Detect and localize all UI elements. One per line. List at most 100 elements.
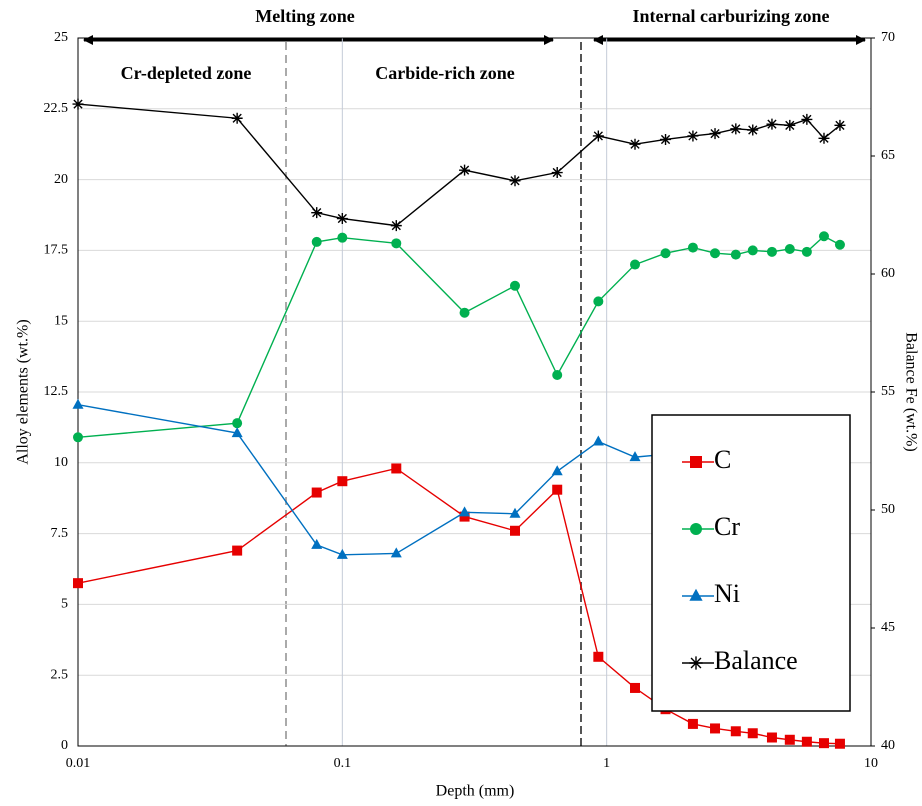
y2-tick-label: 55 xyxy=(881,384,895,399)
marker xyxy=(593,651,604,662)
y-tick-label: 12.5 xyxy=(44,384,69,399)
marker xyxy=(72,98,84,110)
marker xyxy=(592,435,604,446)
marker xyxy=(509,175,521,187)
marker xyxy=(390,220,402,232)
marker xyxy=(231,112,243,124)
annotation: Melting zone xyxy=(255,6,354,26)
marker xyxy=(766,246,777,257)
x-axis-label: Depth (mm) xyxy=(436,783,515,800)
marker xyxy=(710,723,721,734)
marker xyxy=(687,718,698,729)
marker xyxy=(629,451,641,462)
marker xyxy=(709,128,721,140)
marker xyxy=(311,538,323,549)
y-tick-label: 5 xyxy=(61,597,68,612)
marker xyxy=(766,732,777,743)
marker xyxy=(232,545,243,556)
y-tick-label: 25 xyxy=(54,30,68,45)
plot-frame xyxy=(77,37,872,747)
y-tick-label: 2.5 xyxy=(51,667,69,682)
marker xyxy=(730,123,742,135)
marker xyxy=(687,242,698,253)
marker xyxy=(660,248,671,259)
y-tick-label: 0 xyxy=(61,738,68,753)
marker xyxy=(801,246,812,257)
marker xyxy=(509,525,520,536)
marker xyxy=(552,484,563,495)
marker xyxy=(801,736,812,747)
y2-axis-label: Balance Fe (wt.%) xyxy=(902,332,919,452)
marker xyxy=(459,506,471,517)
legend: C Cr Ni Balance xyxy=(651,414,851,712)
marker xyxy=(747,124,759,136)
marker xyxy=(311,207,323,219)
marker xyxy=(337,232,348,243)
marker xyxy=(630,259,641,270)
marker xyxy=(391,463,402,474)
marker xyxy=(801,113,813,125)
annotation: Carbide-rich zone xyxy=(375,63,514,83)
y-tick-label: 10 xyxy=(54,455,68,470)
marker xyxy=(730,726,741,737)
marker xyxy=(630,682,641,693)
marker xyxy=(690,523,702,535)
annotation: Internal carburizing zone xyxy=(633,6,830,26)
legend-label: Ni xyxy=(714,579,740,608)
y2-tick-label: 60 xyxy=(881,266,895,281)
marker xyxy=(459,511,470,522)
marker xyxy=(73,432,83,443)
marker xyxy=(311,487,322,498)
marker xyxy=(336,213,348,225)
y-tick-label: 17.5 xyxy=(44,243,69,258)
marker xyxy=(592,130,604,142)
legend-label: C xyxy=(714,445,731,474)
marker xyxy=(834,239,845,250)
marker xyxy=(730,249,741,260)
y2-tick-label: 70 xyxy=(881,30,895,45)
y-tick-label: 15 xyxy=(54,313,68,328)
y-tick-label: 20 xyxy=(54,172,68,187)
x-tick-label: 0.01 xyxy=(66,756,91,771)
marker xyxy=(459,307,470,318)
legend-label: Balance xyxy=(714,646,798,675)
marker xyxy=(766,118,778,130)
x-tick-label: 0.1 xyxy=(334,756,352,771)
marker xyxy=(551,167,563,179)
marker xyxy=(232,418,243,429)
marker xyxy=(337,476,348,487)
marker xyxy=(689,656,703,670)
marker xyxy=(710,248,721,259)
marker xyxy=(818,738,829,749)
marker xyxy=(552,370,563,381)
marker xyxy=(747,728,758,739)
y-tick-label: 22.5 xyxy=(44,101,69,116)
y2-tick-label: 40 xyxy=(881,738,895,753)
y-axis-label: Alloy elements (wt.%) xyxy=(15,319,32,464)
marker xyxy=(660,133,672,145)
legend-box xyxy=(651,414,851,712)
marker xyxy=(390,547,402,558)
marker xyxy=(818,231,829,242)
marker xyxy=(509,507,521,518)
marker xyxy=(687,130,699,142)
marker xyxy=(834,119,846,131)
marker xyxy=(784,119,796,131)
y-tick-label: 7.5 xyxy=(51,526,69,541)
marker xyxy=(593,296,604,307)
marker xyxy=(336,548,348,559)
y2-tick-label: 65 xyxy=(881,148,895,163)
marker xyxy=(834,738,845,749)
marker xyxy=(509,280,520,291)
marker xyxy=(73,578,83,589)
x-tick-label: 10 xyxy=(864,756,878,771)
marker xyxy=(784,734,795,745)
marker xyxy=(231,427,243,438)
marker xyxy=(72,398,84,409)
marker xyxy=(551,465,563,476)
marker xyxy=(690,456,702,468)
marker xyxy=(784,243,795,254)
marker xyxy=(818,132,830,144)
marker xyxy=(629,138,641,150)
legend-label: Cr xyxy=(714,512,740,541)
